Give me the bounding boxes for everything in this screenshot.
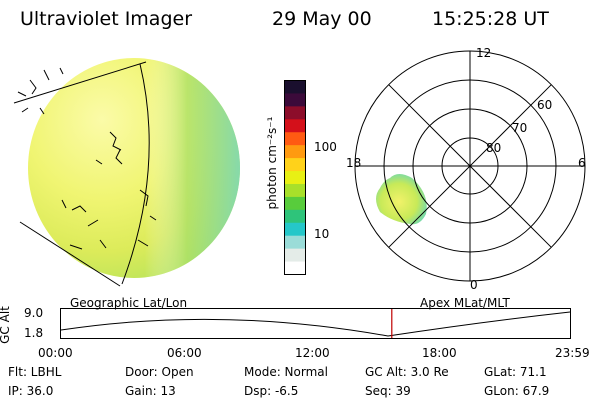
mlt-label-0: 0 (470, 278, 478, 292)
time-label: 15:25:28 UT (432, 8, 549, 30)
latitude-line (19, 221, 121, 287)
mlt-meridian (388, 84, 552, 248)
colorbar-tick-10: 10 (314, 227, 330, 241)
status-glon: GLon: 67.9 (484, 384, 550, 398)
mlt-label-12: 12 (476, 46, 492, 60)
status-gain: Gain: 13 (125, 384, 176, 398)
status-glat: GLat: 71.1 (484, 365, 547, 379)
longitude-line (121, 63, 150, 285)
colorbar-stripe (284, 235, 306, 250)
status-dsp: Dsp: -6.5 (244, 384, 299, 398)
status-gc-alt: GC Alt: 3.0 Re (365, 365, 449, 379)
mlat-label-70: 70 (512, 121, 528, 135)
altitude-ylabel: GC Alt (0, 306, 12, 344)
colorbar-stripe (284, 145, 306, 159)
apex-panel-label: Apex MLat/MLT (420, 296, 510, 310)
colorbar-tick-100: 100 (314, 140, 337, 154)
mlat-label-60: 60 (537, 98, 553, 112)
altitude-plot-frame (60, 308, 571, 339)
geographic-image (13, 58, 240, 287)
status-seq: Seq: 39 (365, 384, 411, 398)
latitude-line (13, 61, 147, 104)
date-label: 29 May 00 (272, 8, 372, 30)
altitude-xtick-1200: 12:00 (295, 346, 330, 360)
status-mode: Mode: Normal (244, 365, 328, 379)
colorbar-stripe (284, 248, 306, 263)
mlat-mlt-polar-plot (354, 50, 586, 282)
status-ip: IP: 36.0 (8, 384, 54, 398)
altitude-curve (60, 311, 571, 337)
status-filter: Flt: LBHL (8, 365, 62, 379)
colorbar-stripe (284, 196, 306, 211)
colorbar-stripe (284, 261, 306, 275)
colorbar-stripe (284, 158, 306, 172)
status-door: Door: Open (125, 365, 194, 379)
colorbar-stripe (284, 209, 306, 224)
geographic-panel-label: Geographic Lat/Lon (70, 296, 188, 310)
colorbar-unit-label: photon cm⁻²s⁻¹ (265, 116, 279, 210)
altitude-ytick-low: 1.8 (24, 326, 44, 340)
coastline (17, 67, 64, 115)
instrument-title: Ultraviolet Imager (20, 8, 193, 30)
colorbar-stripe (284, 93, 306, 107)
mlt-label-6: 6 (578, 156, 586, 170)
altitude-xtick-0600: 06:00 (167, 346, 202, 360)
colorbar-stripe (284, 132, 306, 146)
colorbar-stripe (284, 183, 306, 198)
colorbar-stripe (284, 119, 306, 133)
colorbar-stripe (284, 106, 306, 120)
altitude-plot (60, 308, 571, 339)
color-bar (284, 80, 306, 275)
mlat-label-80: 80 (486, 141, 502, 155)
colorbar-stripe (284, 171, 306, 185)
mlt-label-18: 18 (346, 156, 362, 170)
altitude-xtick-0000: 00:00 (38, 346, 73, 360)
colorbar-stripe (284, 222, 306, 237)
altitude-ytick-high: 9.0 (24, 306, 44, 320)
colorbar-stripe (284, 80, 306, 94)
altitude-xtick-1800: 18:00 (422, 346, 457, 360)
altitude-xtick-2359: 23:59 (555, 346, 590, 360)
auroral-oval-image (376, 174, 427, 225)
coastline (61, 131, 157, 250)
